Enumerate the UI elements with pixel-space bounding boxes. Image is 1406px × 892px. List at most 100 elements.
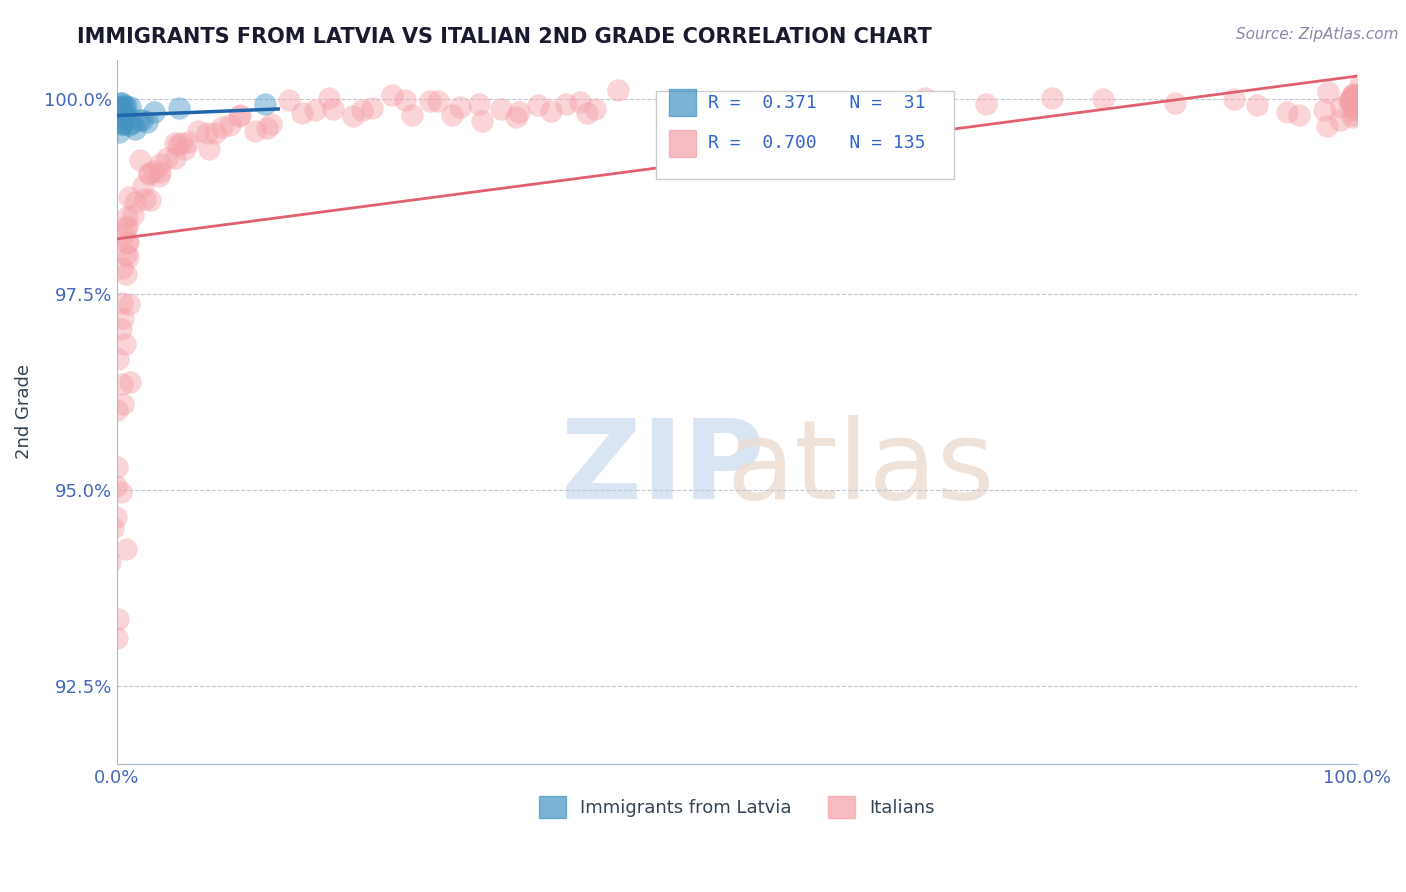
Point <box>107 101 129 115</box>
Bar <box>669 89 696 116</box>
Point <box>1343 87 1365 102</box>
Point <box>1339 94 1361 108</box>
Point <box>851 110 873 124</box>
Point <box>174 142 197 156</box>
Point <box>440 108 463 122</box>
Point <box>1346 100 1368 114</box>
Point <box>583 102 606 116</box>
Point <box>117 251 139 265</box>
Point <box>149 157 172 171</box>
Point <box>278 93 301 107</box>
Point <box>110 105 132 120</box>
Point <box>105 460 128 475</box>
Point <box>555 97 578 112</box>
Point <box>1347 89 1369 103</box>
Point <box>1350 98 1372 112</box>
Point <box>115 210 138 224</box>
Point <box>177 135 200 149</box>
Point <box>114 267 136 281</box>
Point <box>115 99 138 113</box>
Point <box>170 136 193 151</box>
Point <box>322 102 344 116</box>
Point <box>527 97 550 112</box>
Point <box>105 509 128 524</box>
Point <box>211 120 233 135</box>
Point <box>134 192 156 206</box>
Point <box>128 153 150 168</box>
Point <box>471 114 494 128</box>
Point <box>124 195 146 210</box>
Point <box>114 541 136 556</box>
Point <box>1350 91 1372 105</box>
Point <box>165 136 187 150</box>
Point <box>105 402 128 417</box>
Point <box>115 247 138 261</box>
Point <box>1340 92 1362 106</box>
Point <box>1288 107 1310 121</box>
Point <box>1246 98 1268 112</box>
Point <box>419 95 441 109</box>
Point <box>1355 90 1378 104</box>
Point <box>107 109 129 123</box>
Point <box>1347 88 1369 103</box>
Point <box>111 117 134 131</box>
Point <box>169 101 191 115</box>
Point <box>131 113 153 128</box>
Point <box>291 106 314 120</box>
Point <box>107 101 129 115</box>
Point <box>1344 95 1367 109</box>
Point <box>108 100 131 114</box>
Point <box>1316 119 1339 133</box>
Point <box>112 310 135 325</box>
Point <box>1343 87 1365 102</box>
Point <box>110 484 132 499</box>
Point <box>107 125 129 139</box>
Point <box>256 120 278 135</box>
Point <box>105 110 128 124</box>
Point <box>1344 92 1367 106</box>
Point <box>245 124 267 138</box>
Point <box>111 260 134 275</box>
Point <box>112 99 135 113</box>
Y-axis label: 2nd Grade: 2nd Grade <box>15 364 32 459</box>
Point <box>575 106 598 120</box>
Point <box>112 117 135 131</box>
Point <box>394 93 416 107</box>
Point <box>110 322 132 336</box>
Point <box>115 220 138 235</box>
Point <box>304 103 326 117</box>
Point <box>98 555 121 569</box>
Point <box>120 100 142 114</box>
Point <box>1340 93 1362 107</box>
Point <box>108 95 131 110</box>
Point <box>1329 112 1351 127</box>
Text: atlas: atlas <box>727 415 995 522</box>
FancyBboxPatch shape <box>657 91 955 179</box>
Point <box>489 102 512 116</box>
Point <box>197 126 219 140</box>
Point <box>139 194 162 208</box>
Point <box>142 105 165 120</box>
Point <box>114 106 136 120</box>
Point <box>1340 111 1362 125</box>
Point <box>1317 85 1340 99</box>
Point <box>111 376 134 391</box>
Point <box>1275 104 1298 119</box>
Point <box>136 114 159 128</box>
Point <box>1348 87 1371 101</box>
Point <box>114 336 136 351</box>
Point <box>1344 94 1367 108</box>
Point <box>197 142 219 156</box>
Point <box>1330 100 1353 114</box>
Point <box>352 103 374 117</box>
Point <box>505 110 527 124</box>
Point <box>1341 99 1364 113</box>
Point <box>508 105 530 120</box>
Point <box>1341 91 1364 105</box>
Point <box>148 169 170 183</box>
Point <box>1348 77 1371 91</box>
Point <box>569 95 592 110</box>
Point <box>204 126 226 140</box>
Point <box>468 97 491 112</box>
Point <box>228 109 250 123</box>
